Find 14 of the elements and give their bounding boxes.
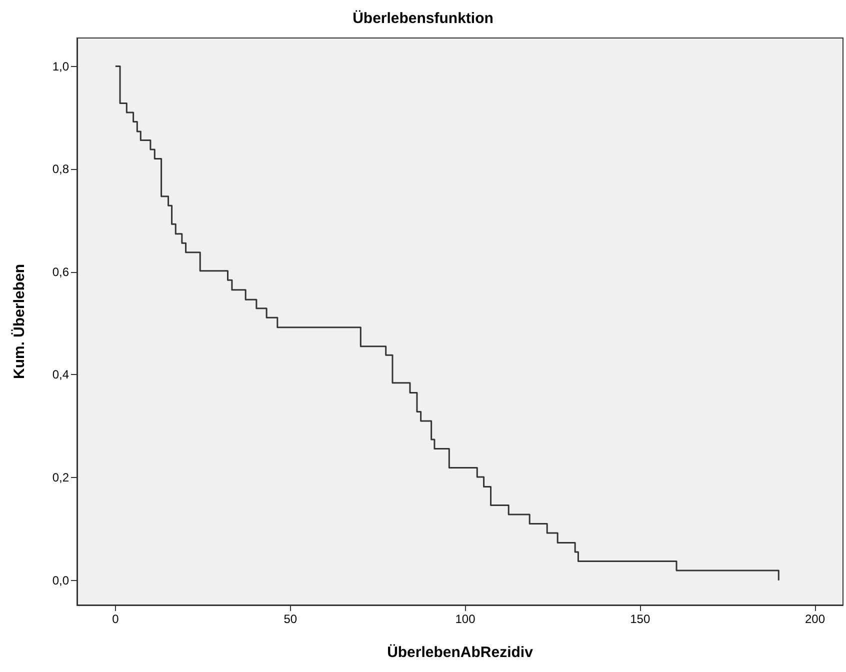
x-tick-label: 50: [284, 612, 298, 626]
x-tick-label: 150: [630, 612, 650, 626]
y-tick-label: 0,4: [52, 368, 70, 382]
x-tick-label: 200: [805, 612, 826, 626]
y-axis-title: Kum. Überleben: [11, 264, 28, 380]
y-tick-label: 0,6: [52, 264, 70, 279]
x-tick-label: 0: [112, 612, 120, 626]
x-axis-title: ÜberlebenAbRezidiv: [387, 644, 534, 661]
y-tick-label: 0,2: [52, 470, 70, 485]
y-tick-label: 0,8: [52, 162, 70, 176]
x-tick-label: 100: [455, 612, 476, 626]
y-tick-label: 0,0: [52, 573, 70, 588]
y-tick-label: 1,0: [52, 59, 70, 74]
chart-title: Überlebensfunktion: [352, 10, 494, 27]
